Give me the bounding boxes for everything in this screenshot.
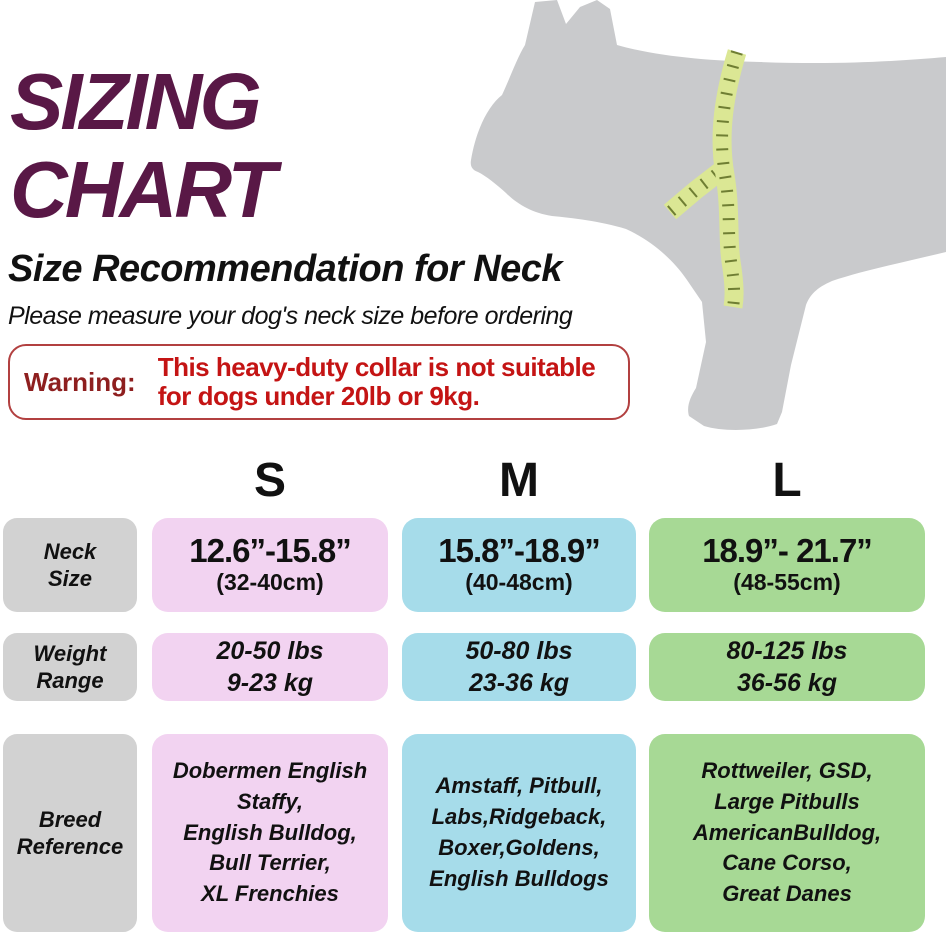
neck-range-l: 18.9”- 21.7” [702,531,873,569]
table-row-weight-range: Weight Range 20-50 lbs 9-23 kg 50-80 lbs… [3,633,925,701]
breed-text-s: Dobermen English Staffy, English Bulldog… [172,758,368,907]
neck-size-cell-s: 12.6”-15.8” (32-40cm) [152,518,388,612]
row-label-breed-reference: Breed Reference [3,734,137,932]
weight-range-cell-s: 20-50 lbs 9-23 kg [152,633,388,701]
size-header-m: M [499,454,539,507]
weight-range-cell-l: 80-125 lbs 36-56 kg [649,633,925,701]
neck-cm-s: (32-40cm) [216,569,324,596]
breed-text-m: Amstaff, Pitbull, Labs,Ridgeback, Boxer,… [429,773,609,891]
neck-range-m: 15.8”-18.9” [438,531,600,569]
page-title-line2: CHART [10,145,277,234]
breed-reference-cell-l: Rottweiler, GSD, Large Pitbulls American… [649,734,925,932]
size-header-s: S [253,454,286,507]
weight-text-l: 80-125 lbs 36-56 kg [726,636,848,698]
sizing-table: S M L Neck Size 12.6”-15.8” (32-40cm) 15… [3,452,925,932]
table-row-breed-reference: Breed Reference Dobermen English Staffy,… [3,734,925,932]
size-header-row: S M L [3,452,925,510]
size-header-l: L [772,454,802,507]
subtitle: Size Recommendation for Neck [8,248,563,290]
neck-size-cell-m: 15.8”-18.9” (40-48cm) [402,518,636,612]
dog-illustration [440,0,946,445]
warning-banner: Warning: This heavy-duty collar is not s… [8,344,630,420]
neck-size-cell-l: 18.9”- 21.7” (48-55cm) [649,518,925,612]
row-label-weight-range: Weight Range [3,633,137,701]
weight-range-cell-m: 50-80 lbs 23-36 kg [402,633,636,701]
warning-message: This heavy-duty collar is not suitable f… [157,352,596,411]
measuring-tape-graphic [663,49,747,309]
breed-text-l: Rottweiler, GSD, Large Pitbulls American… [692,758,882,907]
table-row-neck-size: Neck Size 12.6”-15.8” (32-40cm) 15.8”-18… [3,518,925,612]
measurement-note: Please measure your dog's neck size befo… [8,302,573,330]
weight-text-s: 20-50 lbs 9-23 kg [216,636,324,698]
neck-cm-m: (40-48cm) [465,569,573,596]
row-label-neck-size: Neck Size [3,518,137,612]
neck-range-s: 12.6”-15.8” [189,531,351,569]
page-title-line1: SIZING [10,57,262,146]
dog-body-shape [470,0,946,430]
neck-cm-l: (48-55cm) [733,569,841,596]
breed-reference-cell-m: Amstaff, Pitbull, Labs,Ridgeback, Boxer,… [402,734,636,932]
warning-label: Warning: [24,366,136,397]
page-title: SIZING CHART [10,57,277,234]
dog-silhouette-with-measuring-tape-icon [470,0,946,430]
weight-text-m: 50-80 lbs 23-36 kg [465,636,573,698]
breed-reference-cell-s: Dobermen English Staffy, English Bulldog… [152,734,388,932]
